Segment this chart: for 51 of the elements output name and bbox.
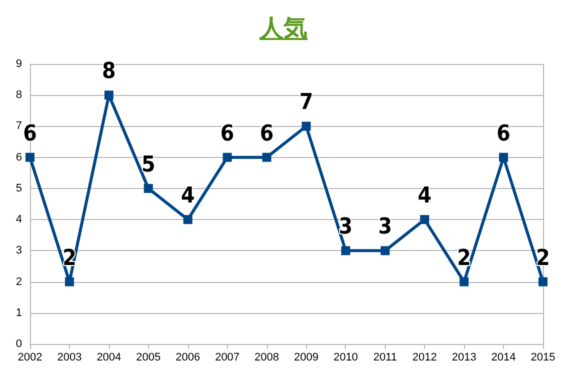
point [144,184,153,193]
point [302,122,311,131]
x-tick-label: 2006 [176,352,200,364]
data-label: 3 [378,214,392,240]
data-label: 4 [418,184,432,209]
x-tick-label: 2005 [136,352,161,364]
data-label: 6 [496,121,510,146]
point [26,152,34,162]
x-tick-label: 2004 [96,352,122,364]
x-tick-label: 2008 [254,352,280,364]
data-label: 2 [457,246,471,271]
data-label: 8 [102,59,116,84]
y-tick-label: 2 [16,276,22,288]
x-tick-label: 2007 [215,352,240,364]
point [183,215,192,224]
point [460,277,469,286]
x-tick-label: 2003 [57,352,82,364]
x-tick-label: 2012 [412,352,437,364]
y-tick-label: 9 [16,58,22,70]
data-label: 7 [299,90,314,116]
data-label: 6 [260,121,274,146]
point [538,277,548,286]
data-label: 6 [220,121,234,146]
point [104,90,114,100]
point [262,152,272,162]
x-tick-label: 2009 [294,352,318,364]
x-tick-label: 2013 [452,352,476,364]
data-label: 5 [141,152,156,178]
y-tick-label: 6 [16,151,22,164]
y-tick-label: 7 [16,120,22,132]
x-tick-label: 2011 [373,352,397,364]
x-tick-label: 2014 [491,352,516,364]
data-label: 3 [338,214,353,240]
point [341,246,350,256]
data-label: 2 [536,246,550,271]
y-tick-label: 3 [16,244,22,257]
x-tick-label: 2015 [530,352,556,364]
point [222,152,232,162]
point [499,152,508,162]
chart-title: 人気 [258,13,308,44]
x-tick-label: 2002 [18,352,42,364]
data-label: 4 [180,184,195,209]
point [64,277,74,286]
point [420,215,430,224]
x-tick-label: 2010 [333,352,358,364]
y-tick-label: 5 [16,182,22,194]
y-tick-label: 4 [16,214,22,226]
y-tick-label: 1 [16,306,22,319]
point [380,246,390,256]
y-tick-label: 0 [16,338,22,350]
y-tick-label: 8 [16,89,22,102]
